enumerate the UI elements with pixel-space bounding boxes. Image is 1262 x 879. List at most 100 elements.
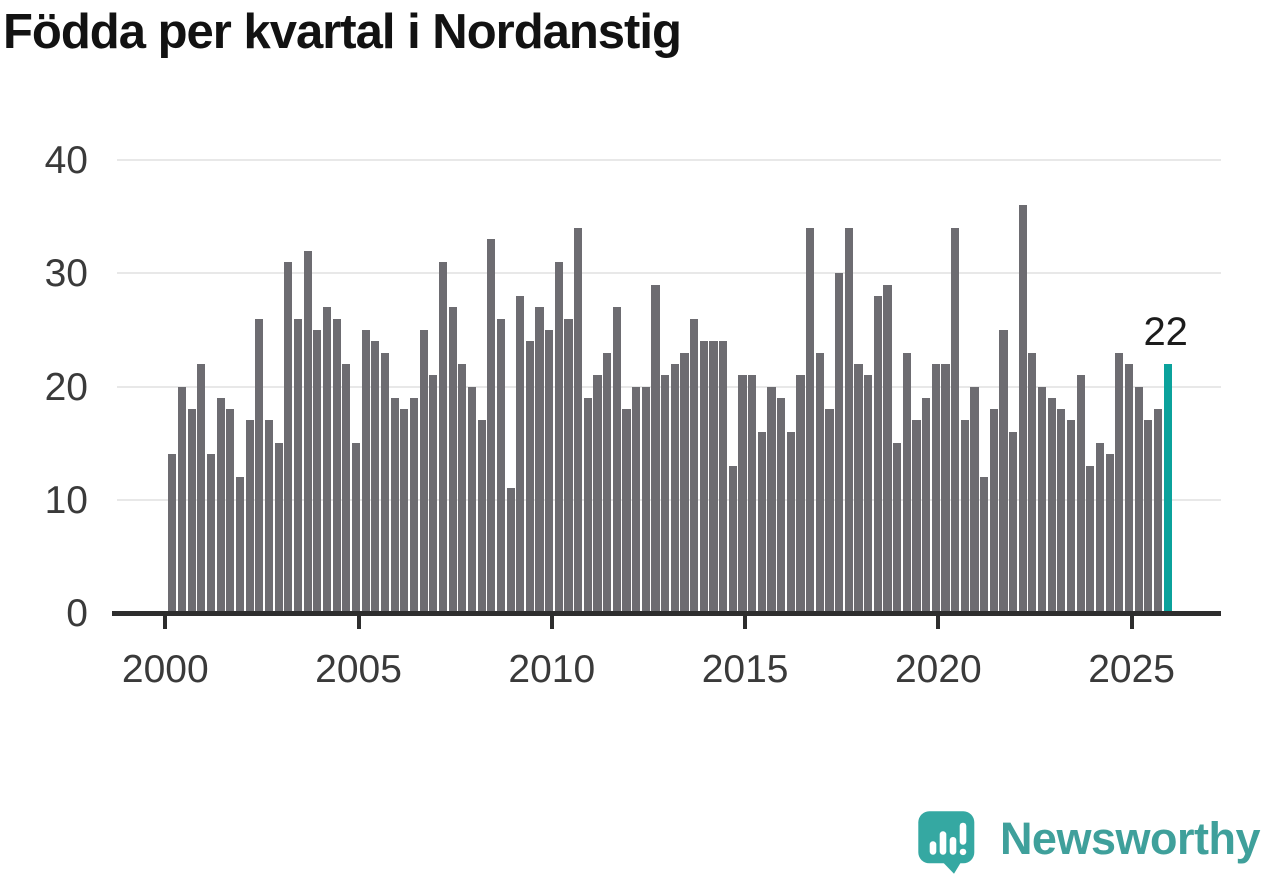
bar (1105, 454, 1114, 613)
bar (226, 409, 235, 613)
bar (777, 397, 786, 613)
bar (979, 477, 989, 613)
newsworthy-wordmark: Newsworthy (999, 813, 1261, 864)
bar (699, 341, 708, 613)
bar (419, 329, 428, 613)
bar (873, 295, 882, 613)
bar (1057, 409, 1066, 613)
x-tick-mark-2000 (163, 616, 168, 629)
bar (999, 329, 1008, 613)
bar (361, 329, 370, 613)
bar (931, 363, 940, 613)
bar (815, 352, 824, 613)
bar (438, 261, 448, 613)
bar (177, 386, 187, 613)
bar (496, 318, 506, 613)
bar (351, 443, 361, 613)
bar (535, 307, 544, 613)
bar (641, 386, 650, 613)
bar (1134, 386, 1143, 613)
bar (1037, 386, 1047, 613)
bar (835, 273, 844, 613)
bar (1153, 409, 1163, 613)
bar (1028, 352, 1037, 613)
x-tick-mark-2010 (549, 616, 554, 629)
newsworthy-logo-icon (918, 811, 975, 874)
bar (612, 307, 621, 613)
bar (303, 250, 312, 613)
x-tick-label-2025: 2025 (1088, 648, 1175, 691)
bar (429, 375, 438, 613)
bar (477, 420, 486, 613)
bar (796, 375, 805, 613)
bar (487, 239, 496, 613)
x-tick-label-2015: 2015 (701, 648, 789, 691)
newsworthy-logo: Newsworthy (909, 801, 1262, 877)
bar (400, 409, 409, 613)
bar (342, 363, 351, 613)
bar (1124, 363, 1134, 613)
y-tick-label-40: 40 (44, 139, 88, 182)
bar (264, 420, 274, 613)
bar (854, 363, 863, 613)
bar (670, 363, 679, 613)
bar (883, 284, 892, 613)
bar (603, 352, 612, 613)
bar (622, 409, 631, 613)
bar (168, 454, 177, 613)
bar (322, 307, 332, 613)
x-tick-label-2000: 2000 (121, 648, 209, 691)
bar (806, 227, 815, 613)
bar (1086, 465, 1095, 613)
bar (593, 375, 602, 613)
bar (574, 227, 583, 613)
bar (187, 409, 196, 613)
bar (651, 284, 660, 613)
bar (284, 261, 293, 613)
bar (912, 420, 921, 613)
bar (1018, 205, 1027, 613)
bar (458, 363, 467, 613)
bar (989, 409, 998, 613)
bar (554, 261, 563, 613)
bar (380, 352, 390, 613)
bar (680, 352, 689, 613)
x-axis-line (112, 611, 1221, 616)
bar (951, 227, 960, 613)
bar (506, 488, 515, 613)
bar (893, 443, 902, 613)
bar (332, 318, 341, 613)
x-tick-mark-2020 (936, 616, 941, 629)
bar (371, 341, 380, 613)
x-tick-label-2010: 2010 (508, 648, 596, 691)
gridline-30 (117, 272, 1221, 275)
x-tick-mark-2015 (743, 616, 748, 629)
bar (245, 420, 254, 613)
bar (632, 386, 641, 613)
bar (545, 329, 554, 613)
y-tick-label-0: 0 (66, 592, 88, 635)
bar (941, 363, 950, 613)
bar (902, 352, 911, 613)
bar (1095, 443, 1105, 613)
bar (825, 409, 834, 613)
bar (960, 420, 969, 613)
bar (216, 397, 225, 613)
bar (1008, 431, 1018, 613)
y-tick-label-10: 10 (44, 478, 88, 522)
bar (293, 318, 303, 613)
y-tick-label-20: 20 (44, 365, 88, 409)
bar (1076, 375, 1085, 613)
gridline-40 (117, 159, 1221, 161)
bar (864, 375, 873, 613)
bar (1144, 420, 1153, 613)
x-tick-mark-2005 (356, 616, 361, 629)
bar (709, 341, 718, 613)
bar (728, 465, 737, 613)
x-tick-label-2020: 2020 (894, 648, 982, 691)
bar (313, 329, 322, 613)
bar (516, 295, 525, 613)
bar (719, 341, 728, 613)
bar (970, 386, 979, 613)
